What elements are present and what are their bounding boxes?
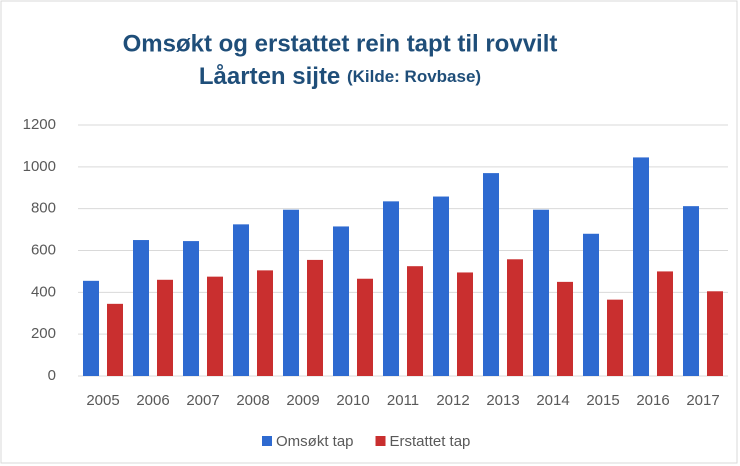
y-tick-label: 1200 <box>23 116 56 133</box>
x-tick-label: 2011 <box>387 392 419 409</box>
y-tick-label: 800 <box>31 200 56 217</box>
bar <box>83 280 99 376</box>
bar <box>633 157 649 376</box>
legend-label: Erstattet tap <box>390 433 471 450</box>
bar <box>133 240 149 376</box>
bar <box>557 281 573 376</box>
bar <box>207 276 223 376</box>
y-tick-label: 600 <box>31 241 56 258</box>
x-tick-label: 2006 <box>136 392 169 409</box>
bar <box>257 270 273 376</box>
bar <box>707 291 723 376</box>
bar <box>157 279 173 376</box>
y-tick-label: 200 <box>31 325 56 342</box>
bar <box>683 206 699 376</box>
x-tick-label: 2014 <box>536 392 569 409</box>
bar <box>583 233 599 376</box>
bar <box>507 259 523 376</box>
bar <box>357 278 373 376</box>
x-tick-label: 2012 <box>436 392 469 409</box>
chart-source: (Kilde: Rovbase) <box>347 67 481 86</box>
x-tick-label: 2008 <box>236 392 269 409</box>
x-tick-label: 2013 <box>486 392 519 409</box>
x-tick-label: 2016 <box>636 392 669 409</box>
y-tick-label: 1000 <box>23 158 56 175</box>
bar <box>607 299 623 376</box>
chart-subtitle-line: Låarten sijte (Kilde: Rovbase) <box>199 63 481 90</box>
bar <box>183 241 199 376</box>
bar <box>233 224 249 376</box>
bar <box>407 266 423 376</box>
chart-title: Omsøkt og erstattet rein tapt til rovvil… <box>123 30 558 57</box>
x-tick-label: 2010 <box>336 392 369 409</box>
bar <box>107 303 123 376</box>
chart-subtitle: Låarten sijte <box>199 63 340 90</box>
bar <box>657 271 673 376</box>
bar <box>333 226 349 376</box>
y-tick-label: 0 <box>48 367 56 384</box>
bar <box>533 209 549 376</box>
bar <box>283 209 299 376</box>
legend-swatch <box>262 436 272 446</box>
bar <box>483 173 499 376</box>
bar <box>433 196 449 376</box>
x-tick-label: 2009 <box>286 392 319 409</box>
x-tick-label: 2005 <box>86 392 119 409</box>
y-tick-label: 400 <box>31 283 56 300</box>
legend-label: Omsøkt tap <box>276 433 354 450</box>
x-tick-label: 2007 <box>186 392 219 409</box>
x-tick-label: 2015 <box>586 392 619 409</box>
x-tick-label: 2017 <box>686 392 719 409</box>
bar <box>383 201 399 376</box>
bar <box>307 259 323 376</box>
bar <box>457 272 473 376</box>
legend-swatch <box>375 436 386 446</box>
